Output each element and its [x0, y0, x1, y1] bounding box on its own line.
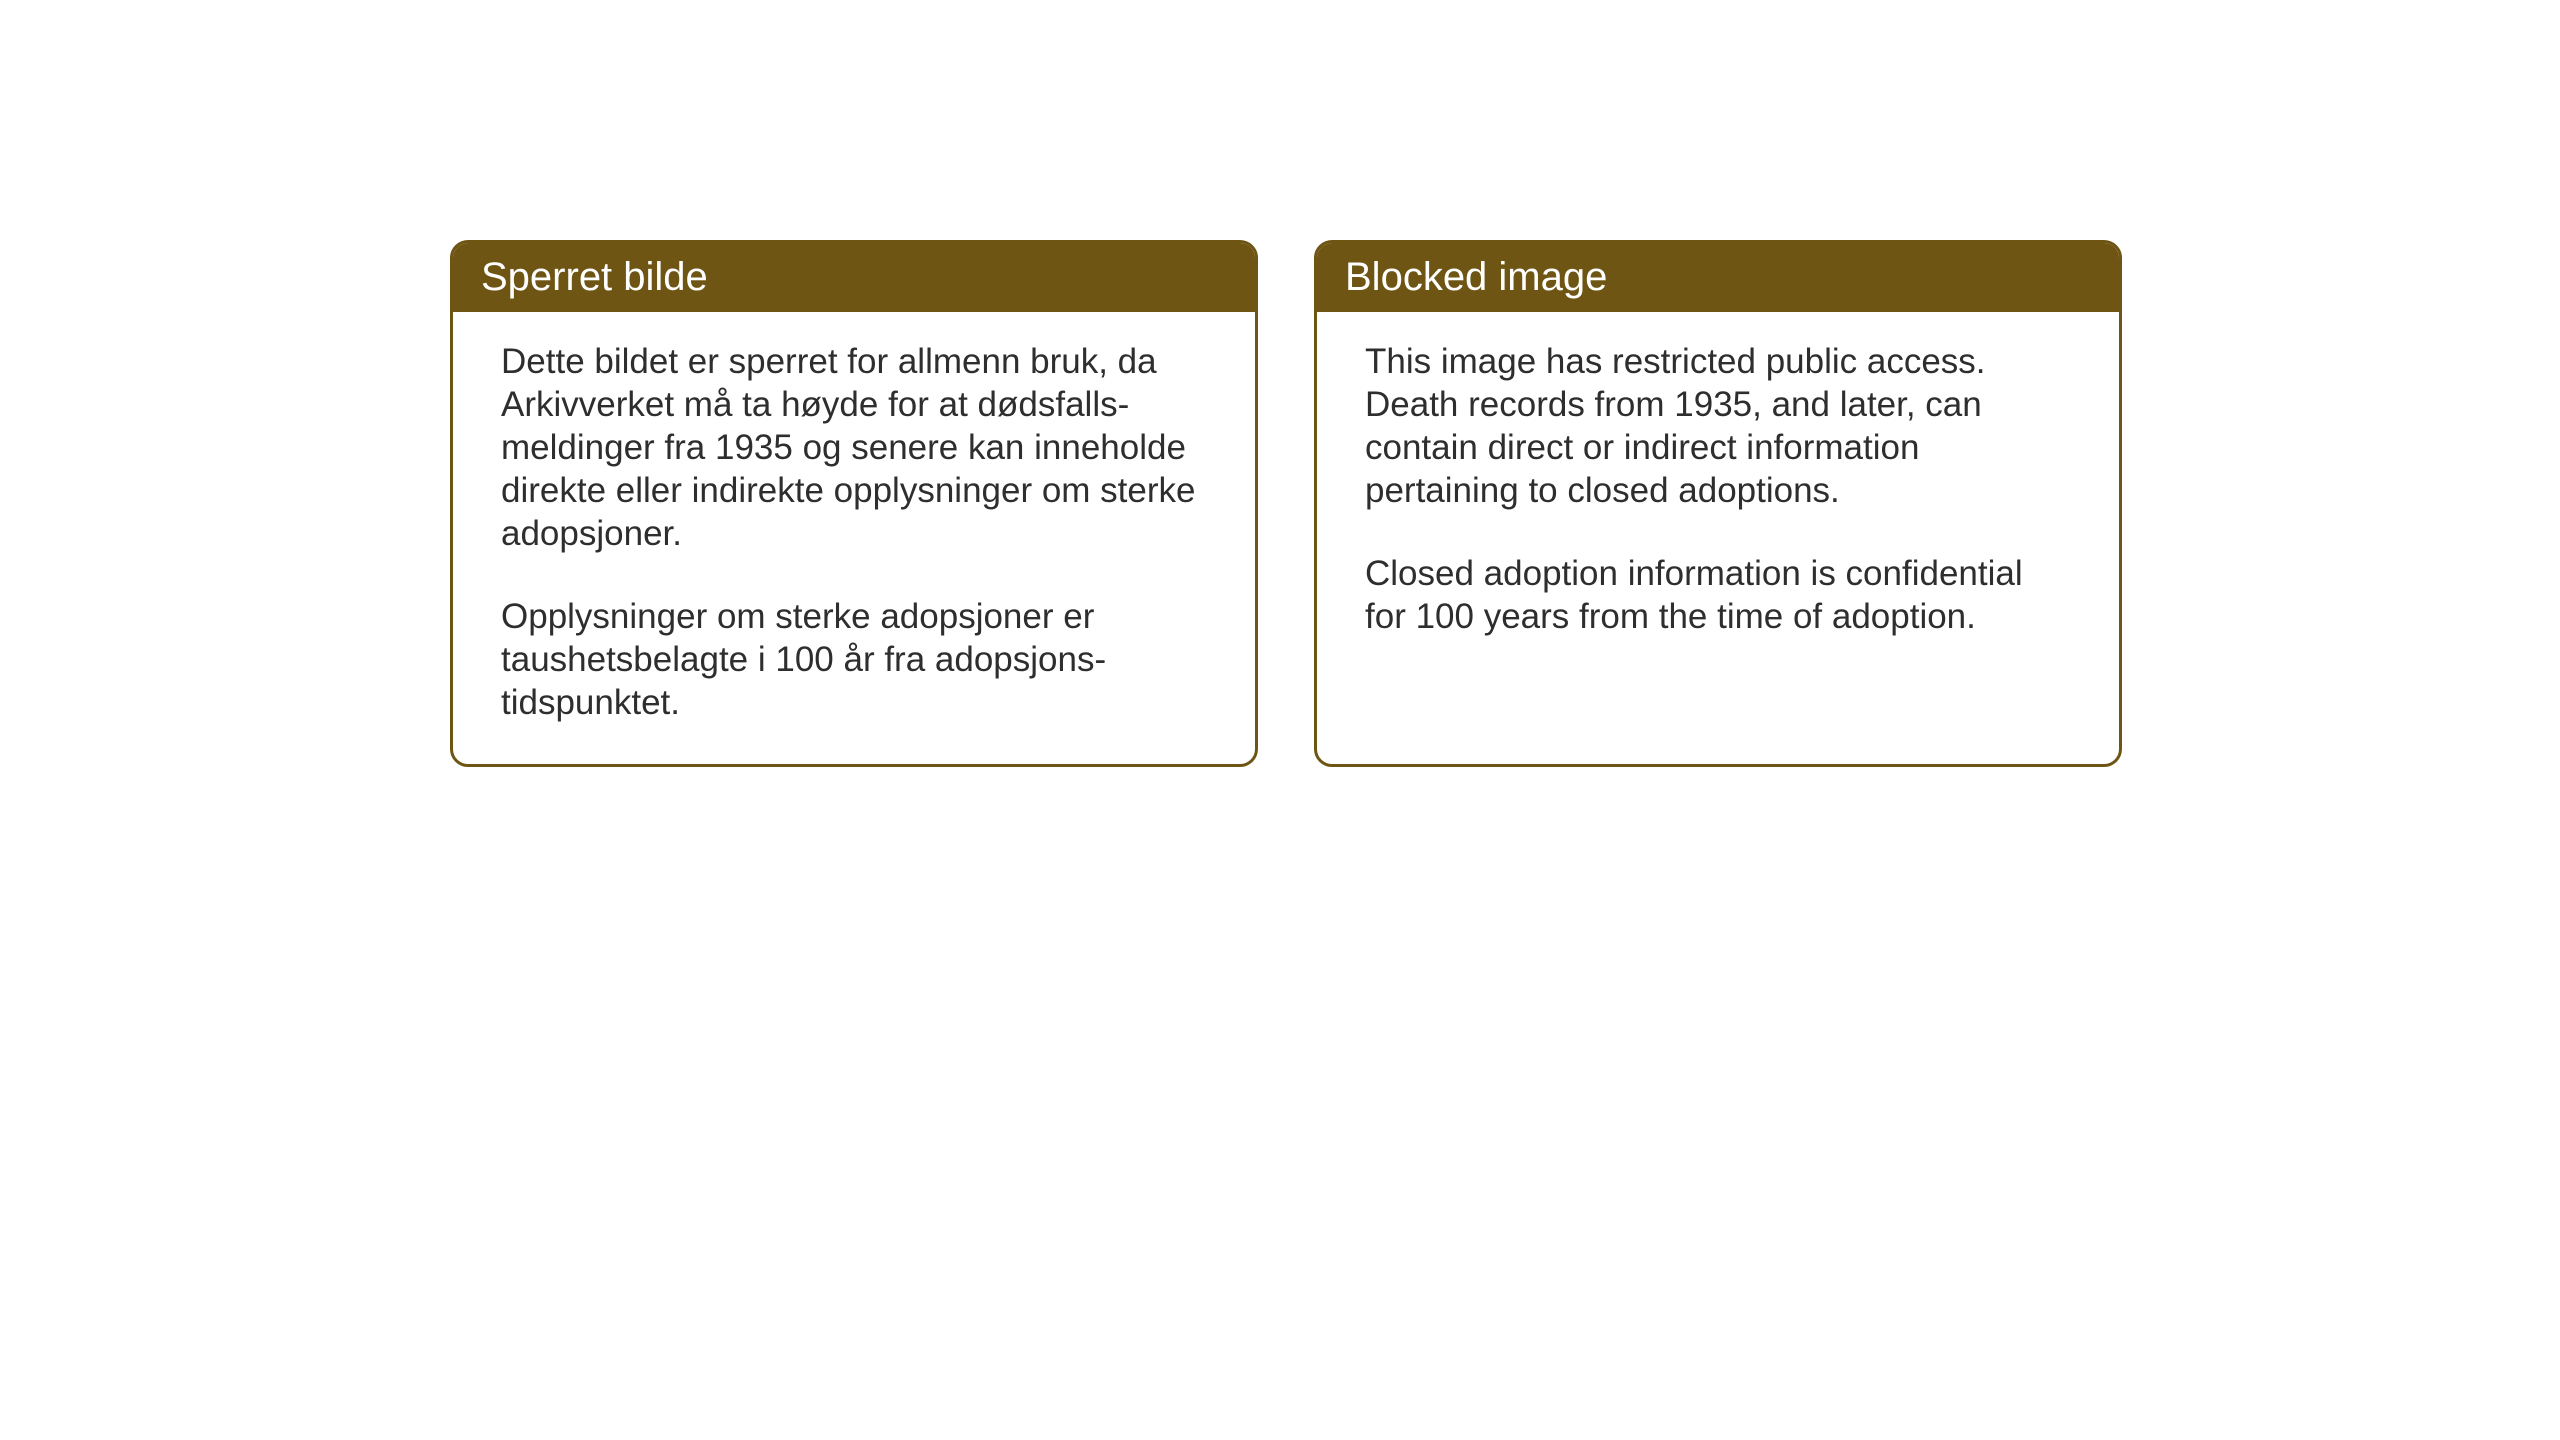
- notice-title-english: Blocked image: [1317, 243, 2119, 312]
- notice-body-norwegian: Dette bildet er sperret for allmenn bruk…: [453, 312, 1255, 764]
- notice-title-norwegian: Sperret bilde: [453, 243, 1255, 312]
- notice-card-english: Blocked image This image has restricted …: [1314, 240, 2122, 767]
- notice-paragraph: Closed adoption information is confident…: [1365, 552, 2071, 638]
- notice-container: Sperret bilde Dette bildet er sperret fo…: [450, 240, 2122, 767]
- notice-paragraph: Dette bildet er sperret for allmenn bruk…: [501, 340, 1207, 555]
- notice-paragraph: Opplysninger om sterke adopsjoner er tau…: [501, 595, 1207, 724]
- notice-body-english: This image has restricted public access.…: [1317, 312, 2119, 750]
- notice-paragraph: This image has restricted public access.…: [1365, 340, 2071, 512]
- notice-card-norwegian: Sperret bilde Dette bildet er sperret fo…: [450, 240, 1258, 767]
